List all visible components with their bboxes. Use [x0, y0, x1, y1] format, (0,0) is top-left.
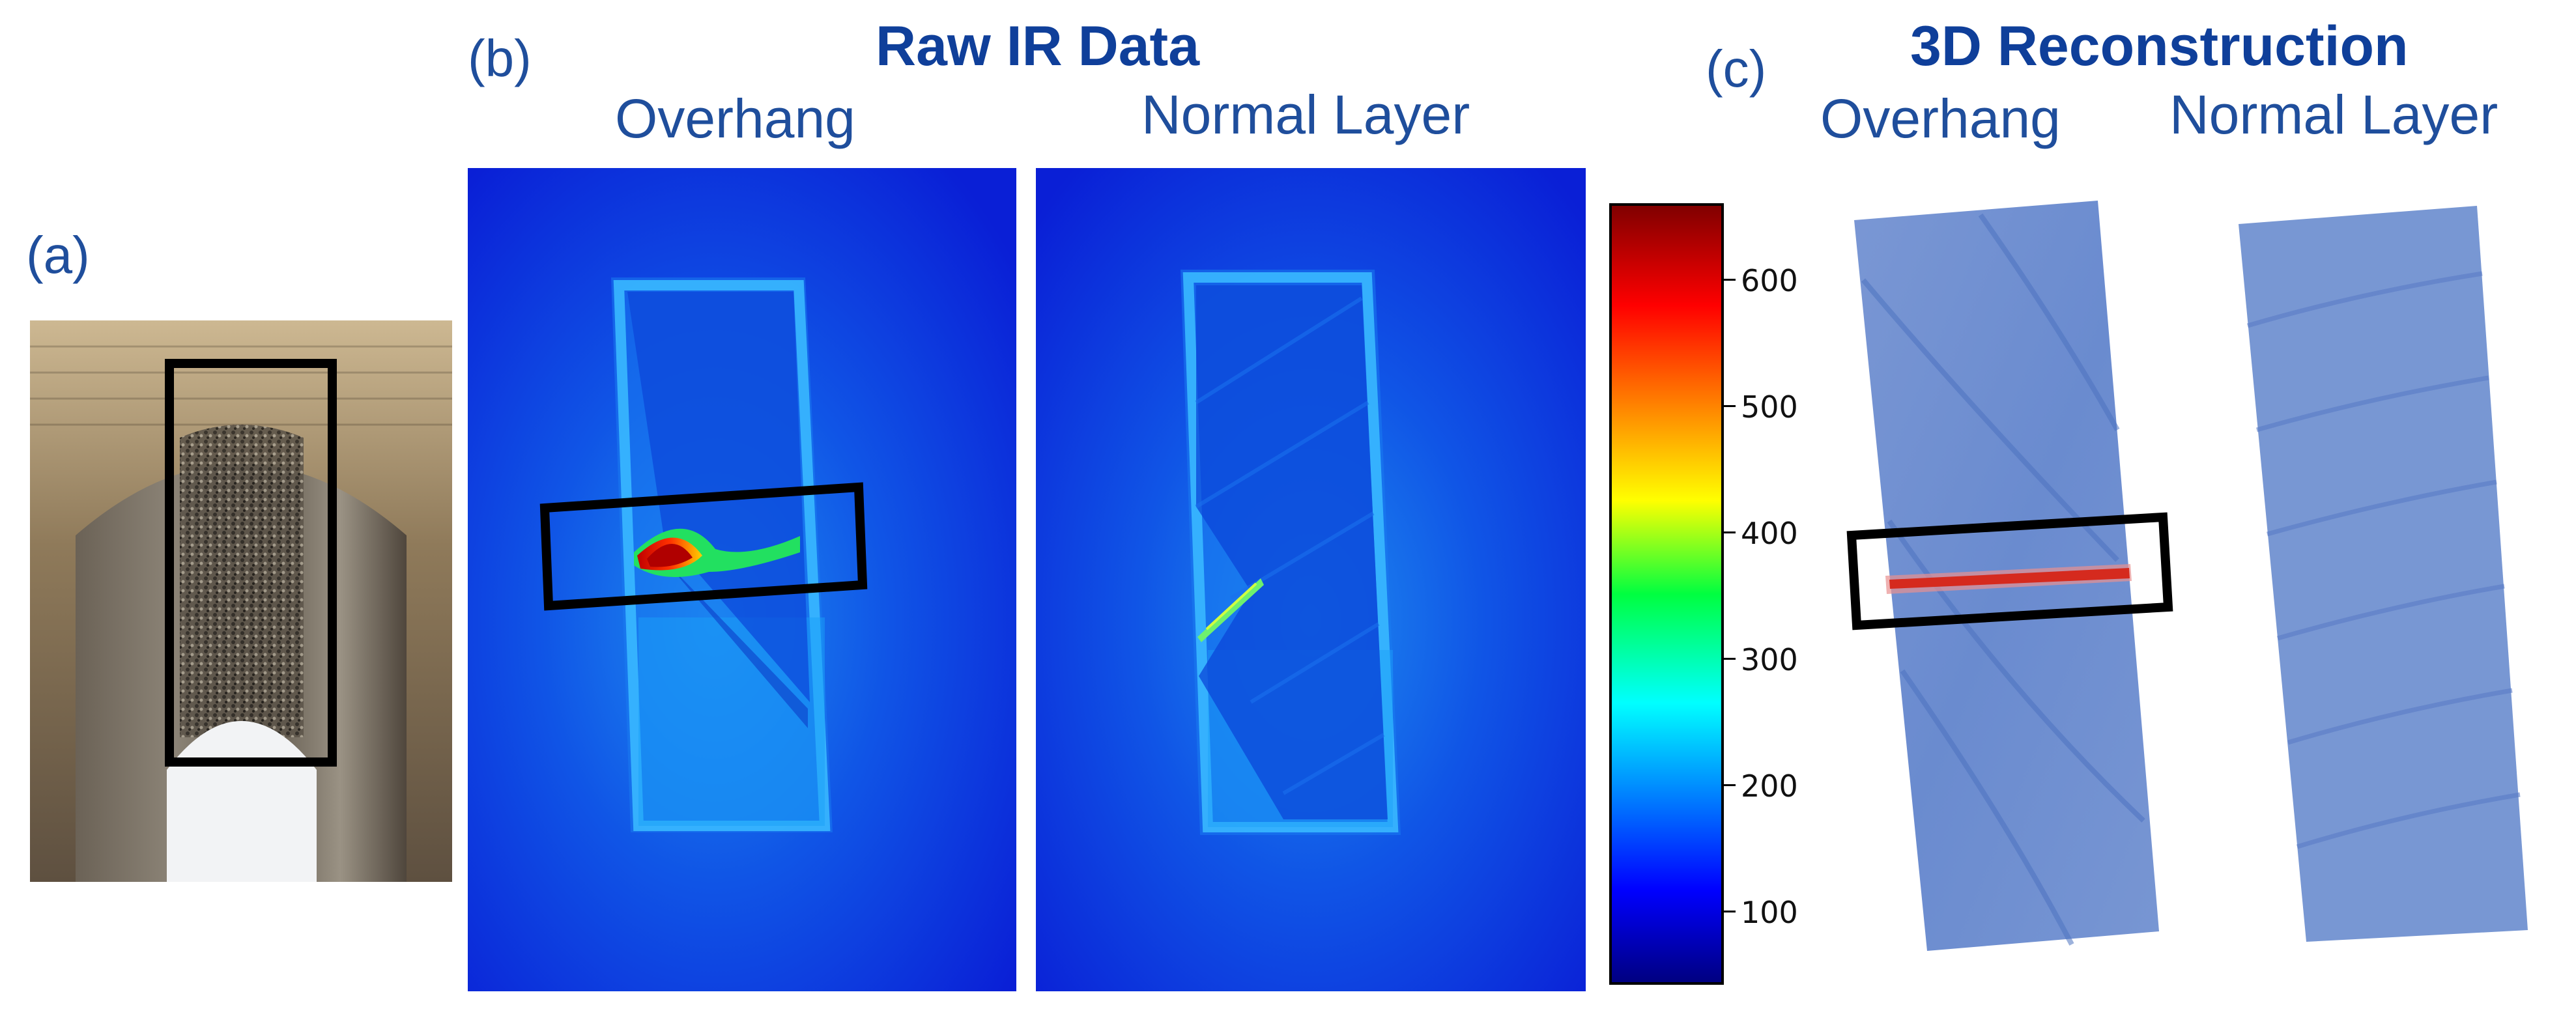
colorbar-tick-300 [1724, 658, 1736, 660]
panel-b-label: (b) [468, 29, 532, 87]
recon-overhang-image [1811, 195, 2189, 964]
panel-a-label: (a) [26, 226, 90, 284]
raw-ir-title: Raw IR Data [876, 15, 1200, 78]
part-photo [30, 320, 452, 882]
ir-normal-image [1036, 168, 1586, 991]
colorbar-tick-500 [1724, 405, 1736, 407]
colorbar-tick-label-100: 100 [1741, 895, 1798, 930]
recon-normal-image [2228, 195, 2567, 951]
ir-overhang-image [468, 168, 1016, 991]
colorbar-tick-100 [1724, 911, 1736, 912]
colorbar-tick-400 [1724, 531, 1736, 533]
recon-title: 3D Reconstruction [1910, 15, 2409, 78]
colorbar-tick-600 [1724, 279, 1736, 281]
colorbar-tick-label-300: 300 [1741, 642, 1798, 677]
colorbar-tick-200 [1724, 784, 1736, 786]
raw-ir-normal-caption: Normal Layer [1141, 84, 1470, 145]
colorbar-tick-label-600: 600 [1741, 263, 1798, 298]
colorbar-tick-label-400: 400 [1741, 516, 1798, 551]
recon-overhang-caption: Overhang [1820, 88, 2061, 149]
colorbar-tick-label-500: 500 [1741, 389, 1798, 425]
colorbar-tick-label-200: 200 [1741, 769, 1798, 804]
recon-normal-caption: Normal Layer [2169, 84, 2498, 145]
raw-ir-overhang-caption: Overhang [615, 88, 855, 149]
panel-c-label: (c) [1706, 40, 1767, 98]
colorbar [1609, 203, 1724, 985]
